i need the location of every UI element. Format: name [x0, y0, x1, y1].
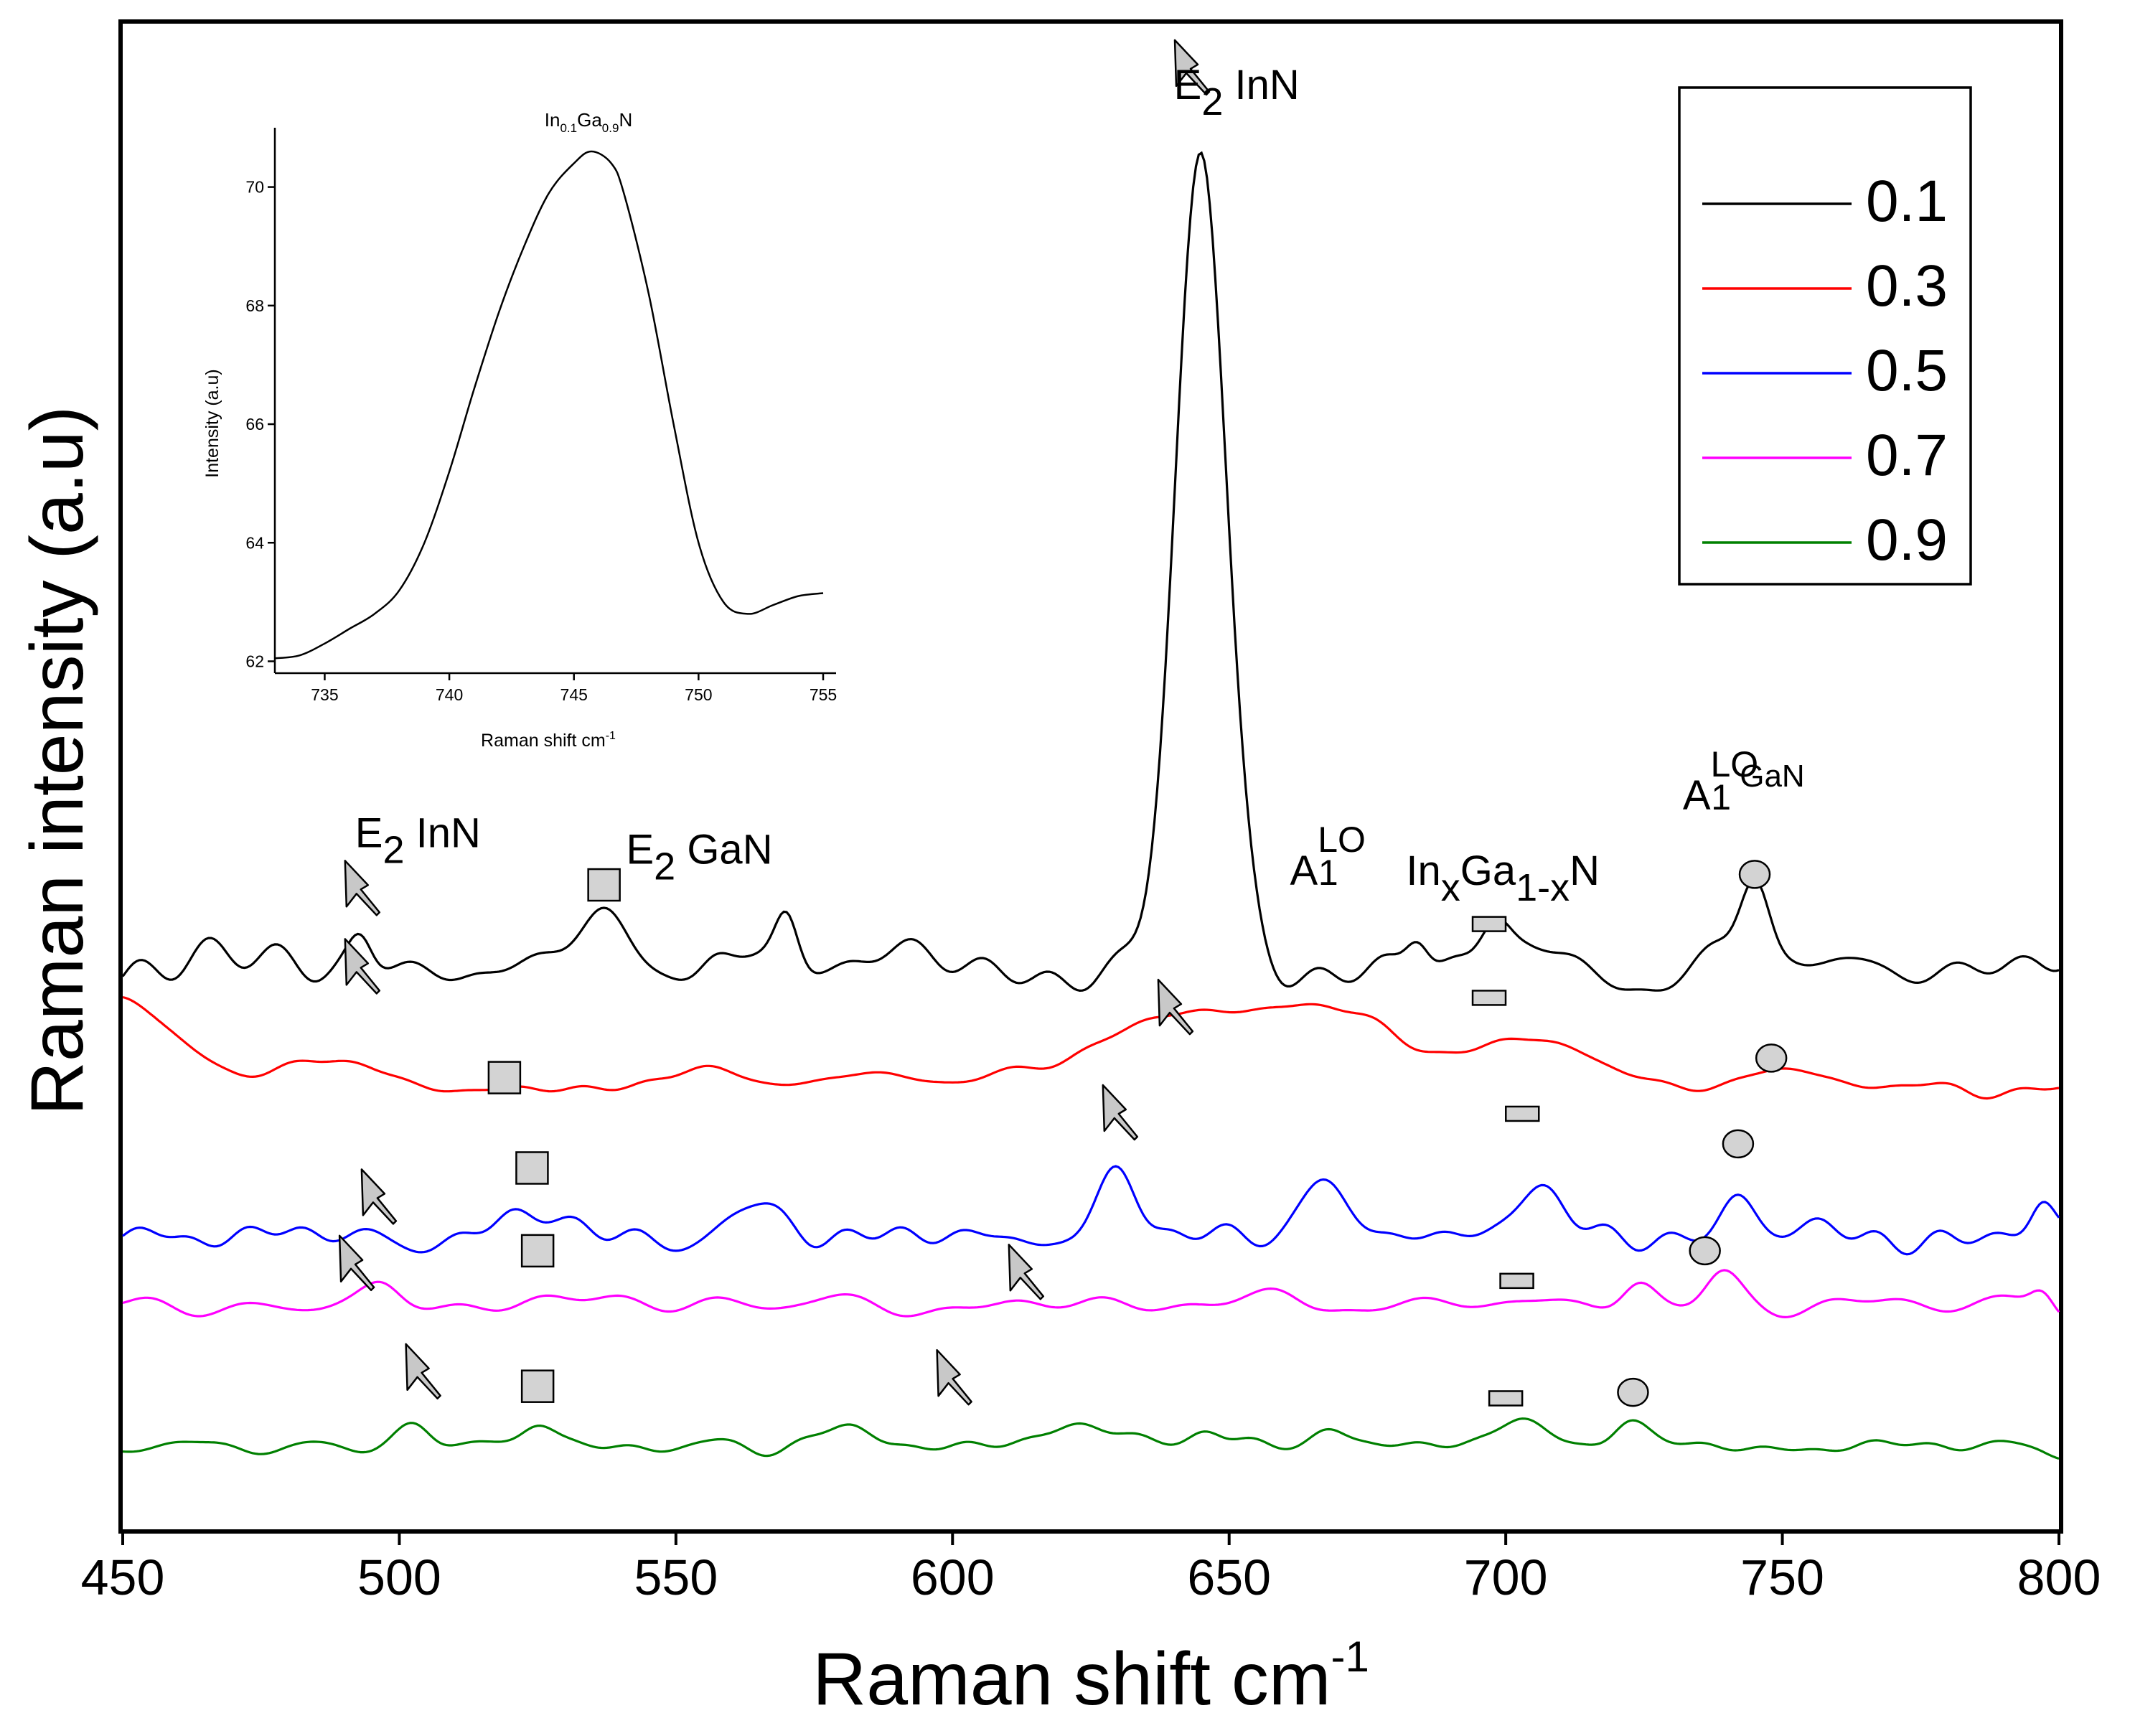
marker-arrow-2 — [360, 1168, 398, 1225]
series-line-0.9 — [122, 1417, 2060, 1460]
marker-square-14 — [520, 1369, 555, 1403]
inset-chart: 735 740 745 750 755 62 64 66 68 70 In0.1Ga0.9N Ra… — [202, 109, 837, 751]
marker-arrow-3 — [338, 1234, 375, 1292]
x-axis-label: Raman shift cm-1 — [812, 1633, 1369, 1721]
marker-arrow-6 — [1157, 978, 1194, 1036]
x-axis-label-superscript: -1 — [1331, 1633, 1369, 1681]
series-line-0.3 — [122, 995, 2060, 1100]
inset-series-line — [274, 150, 824, 660]
series-line-0.1 — [121, 151, 2060, 993]
inset-title-sub1: 0.1 — [560, 121, 577, 135]
inset-x-tick-label-755: 755 — [810, 685, 837, 704]
inset-title: In0.1Ga0.9N — [545, 109, 632, 135]
annotation-2: E2 InN — [1174, 62, 1300, 123]
series-line-0.7 — [122, 1269, 2060, 1319]
marker-circle-24 — [1617, 1377, 1649, 1407]
marker-circle-20 — [1738, 860, 1771, 889]
legend-label-0.5: 0.5 — [1866, 338, 1948, 403]
x-tick-label-550: 550 — [634, 1549, 718, 1605]
inset-y-tick-label-68: 68 — [245, 296, 264, 315]
marker-square-12 — [515, 1151, 549, 1185]
marker-square-13 — [520, 1234, 555, 1268]
y-axis-label: Raman intensity (a.u) — [16, 406, 99, 1115]
x-axis-ticks: 450 500 550 600 650 700 750 800 — [81, 1531, 2101, 1605]
x-tick-label-600: 600 — [911, 1549, 995, 1605]
marker-rect-17 — [1505, 1105, 1540, 1122]
inset-y-axis-label: Intensity (a.u) — [202, 369, 222, 477]
annotation-0: E2 InN — [355, 810, 481, 872]
marker-arrow-0 — [344, 860, 381, 916]
inset-series-group — [274, 150, 824, 660]
marker-arrow-1 — [344, 938, 381, 995]
marker-rect-15 — [1471, 916, 1507, 932]
inset-y-tick-label-70: 70 — [245, 178, 264, 197]
legend: 0.1 0.3 0.5 0.7 0.9 — [1702, 169, 1948, 573]
marker-square-10 — [587, 868, 621, 902]
marker-arrow-4 — [405, 1343, 441, 1400]
main-series-group — [121, 151, 2060, 1460]
marker-circle-21 — [1755, 1043, 1788, 1073]
legend-label-0.9: 0.9 — [1866, 507, 1948, 573]
marker-arrow-5 — [1173, 39, 1211, 96]
marker-square-11 — [487, 1061, 522, 1094]
annotation-4: InxGa1-xN — [1406, 848, 1600, 909]
marker-arrow-7 — [1102, 1084, 1139, 1141]
annotation-5: ALO 1 GaN — [1683, 744, 1805, 819]
x-tick-label-500: 500 — [357, 1549, 441, 1605]
inset-y-tick-label-64: 64 — [245, 533, 264, 552]
inset-x-axis-label: Raman shift cm-1 — [481, 730, 616, 751]
legend-label-0.3: 0.3 — [1866, 253, 1948, 319]
inset-x-tick-label-735: 735 — [311, 685, 338, 704]
inset-title-end: N — [619, 109, 632, 131]
x-tick-label-650: 650 — [1187, 1549, 1271, 1605]
peak-annotations-group: E2 InN E2 GaN E2 InN ALO 1 InxGa1-xN ALO 1 GaN — [355, 62, 1805, 909]
inset-x-tick-label-745: 745 — [560, 685, 588, 704]
marker-rect-16 — [1471, 990, 1507, 1006]
inset-y-tick-label-62: 62 — [245, 652, 264, 670]
annotation-3: ALO 1 — [1290, 820, 1366, 894]
marker-arrow-9 — [936, 1348, 972, 1406]
legend-label-0.7: 0.7 — [1866, 423, 1948, 488]
inset-title-mid: Ga — [577, 109, 602, 131]
legend-box — [1678, 86, 1972, 586]
marker-circle-23 — [1689, 1236, 1721, 1266]
inset-y-tick-label-66: 66 — [245, 415, 264, 433]
peak-markers-group — [338, 39, 1788, 1407]
inset-x-axis-label-superscript: -1 — [606, 730, 616, 742]
inset-x-tick-label-740: 740 — [436, 685, 463, 704]
x-tick-label-700: 700 — [1464, 1549, 1548, 1605]
x-tick-label-750: 750 — [1740, 1549, 1824, 1605]
annotation-1: E2 GaN — [626, 827, 772, 888]
x-tick-label-800: 800 — [2017, 1549, 2101, 1605]
marker-arrow-8 — [1008, 1244, 1045, 1300]
legend-label-0.1: 0.1 — [1866, 169, 1948, 234]
plot-frame — [118, 19, 2063, 1534]
inset-ticks: 735 740 745 750 755 62 64 66 68 70 — [245, 178, 837, 704]
marker-rect-18 — [1499, 1272, 1534, 1290]
series-line-0.5 — [122, 1165, 2060, 1256]
x-tick-label-450: 450 — [81, 1549, 165, 1605]
marker-rect-19 — [1488, 1390, 1524, 1407]
inset-title-sub2: 0.9 — [602, 121, 619, 135]
marker-circle-22 — [1722, 1129, 1755, 1159]
inset-x-tick-label-750: 750 — [685, 685, 712, 704]
